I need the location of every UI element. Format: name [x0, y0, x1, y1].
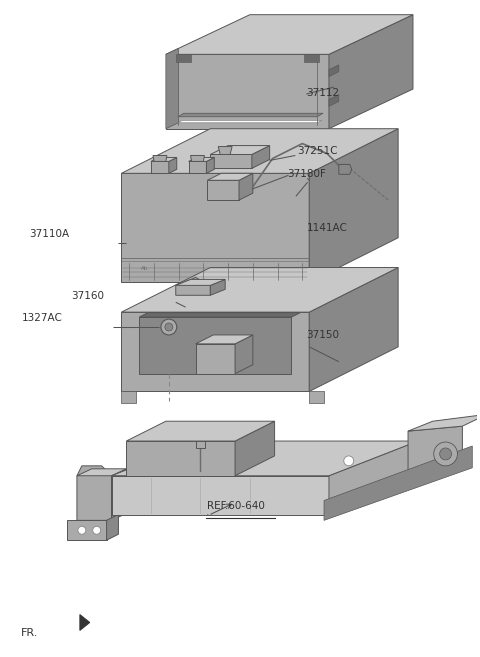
Text: 37110A: 37110A [29, 229, 69, 239]
Polygon shape [191, 156, 204, 162]
Circle shape [93, 526, 101, 534]
Polygon shape [195, 335, 253, 344]
Text: 37112: 37112 [306, 87, 339, 98]
Polygon shape [121, 312, 309, 392]
Text: Ah: Ah [141, 267, 148, 271]
Polygon shape [166, 49, 179, 129]
Polygon shape [151, 158, 177, 162]
Polygon shape [139, 313, 300, 317]
Polygon shape [77, 466, 111, 520]
Polygon shape [107, 514, 119, 540]
Polygon shape [339, 164, 352, 174]
Polygon shape [153, 156, 167, 162]
Polygon shape [210, 154, 252, 168]
Polygon shape [111, 476, 329, 515]
Text: 37150: 37150 [306, 330, 339, 340]
Circle shape [440, 448, 452, 460]
Polygon shape [304, 55, 319, 62]
Polygon shape [329, 441, 418, 515]
Polygon shape [206, 158, 214, 173]
Circle shape [344, 456, 354, 466]
Polygon shape [176, 55, 191, 62]
Polygon shape [189, 158, 214, 162]
Polygon shape [309, 129, 398, 283]
Polygon shape [329, 14, 413, 129]
Polygon shape [121, 173, 309, 283]
Polygon shape [126, 421, 275, 441]
Polygon shape [218, 147, 232, 154]
Polygon shape [178, 113, 323, 117]
Polygon shape [309, 392, 324, 403]
Circle shape [161, 319, 177, 335]
Circle shape [78, 526, 86, 534]
Polygon shape [77, 469, 126, 476]
Polygon shape [309, 267, 398, 392]
Polygon shape [210, 146, 270, 154]
Text: FR.: FR. [21, 628, 38, 639]
Circle shape [434, 442, 457, 466]
Polygon shape [207, 180, 239, 200]
Polygon shape [207, 173, 253, 180]
Polygon shape [252, 146, 270, 168]
Polygon shape [239, 173, 253, 200]
Polygon shape [111, 469, 126, 520]
Polygon shape [178, 120, 322, 123]
Polygon shape [121, 392, 136, 403]
Polygon shape [111, 441, 418, 476]
Text: REF.60-640: REF.60-640 [207, 501, 264, 510]
Circle shape [165, 323, 173, 331]
Polygon shape [67, 520, 107, 540]
Polygon shape [121, 129, 398, 173]
Polygon shape [139, 317, 291, 374]
Polygon shape [121, 267, 398, 312]
Polygon shape [329, 95, 339, 106]
Polygon shape [408, 426, 462, 476]
Polygon shape [329, 65, 339, 77]
Text: 37251C: 37251C [297, 147, 337, 156]
Polygon shape [80, 614, 90, 631]
Text: 37180F: 37180F [288, 169, 326, 179]
Polygon shape [176, 279, 225, 285]
Text: 1327AC: 1327AC [22, 313, 62, 323]
Text: 1141AC: 1141AC [306, 223, 348, 233]
Polygon shape [166, 14, 413, 55]
Polygon shape [189, 162, 206, 173]
Polygon shape [169, 158, 177, 173]
Polygon shape [176, 277, 210, 295]
Polygon shape [235, 421, 275, 476]
Polygon shape [210, 279, 225, 295]
Polygon shape [408, 415, 480, 431]
Polygon shape [235, 335, 253, 374]
Text: 37160: 37160 [72, 291, 105, 301]
Polygon shape [195, 344, 235, 374]
Polygon shape [151, 162, 169, 173]
Polygon shape [195, 441, 205, 448]
Polygon shape [324, 446, 472, 520]
Polygon shape [166, 55, 329, 129]
Polygon shape [126, 441, 235, 476]
